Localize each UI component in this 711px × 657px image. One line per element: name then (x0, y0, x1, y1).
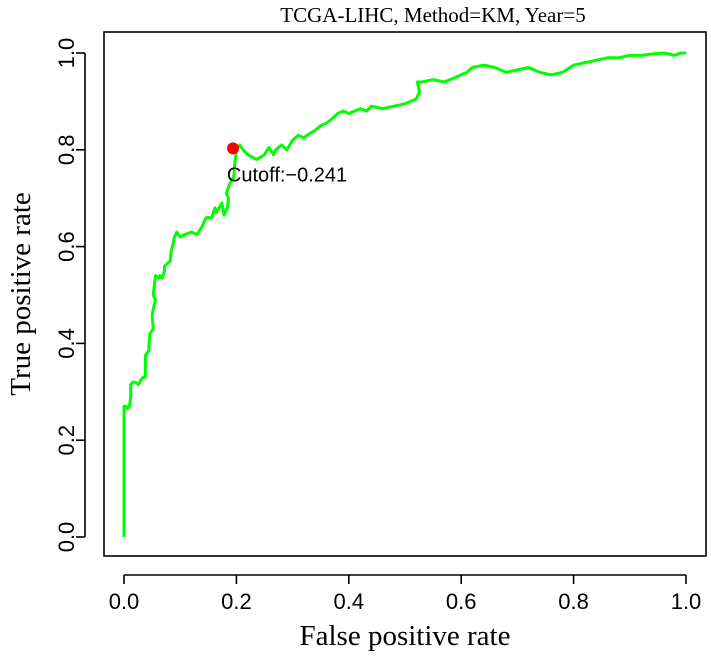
x-tick-label: 0.2 (221, 589, 252, 614)
y-tick-label: 0.4 (54, 328, 79, 359)
x-axis: 0.0 0.2 0.4 0.6 0.8 1.0 (109, 574, 702, 614)
cutoff-point (227, 142, 240, 155)
x-axis-title: False positive rate (299, 620, 510, 652)
y-axis: 0.0 0.2 0.4 0.6 0.8 1.0 (54, 38, 86, 553)
y-tick-label: 1.0 (54, 38, 79, 69)
x-tick-label: 0.6 (446, 589, 477, 614)
x-tick-label: 0.4 (334, 589, 365, 614)
roc-curve (122, 51, 686, 537)
y-tick-label: 0.8 (54, 135, 79, 166)
y-axis-title: True positive rate (5, 192, 37, 396)
chart-title: TCGA-LIHC, Method=KM, Year=5 (280, 3, 585, 27)
y-tick-label: 0.2 (54, 425, 79, 456)
x-tick-label: 0.8 (558, 589, 589, 614)
x-tick-label: 1.0 (671, 589, 702, 614)
cutoff-label: Cutoff:−0.241 (227, 164, 347, 186)
y-tick-label: 0.0 (54, 522, 79, 553)
plot-frame (103, 31, 707, 557)
x-tick-label: 0.0 (109, 589, 140, 614)
y-tick-label: 0.6 (54, 231, 79, 262)
